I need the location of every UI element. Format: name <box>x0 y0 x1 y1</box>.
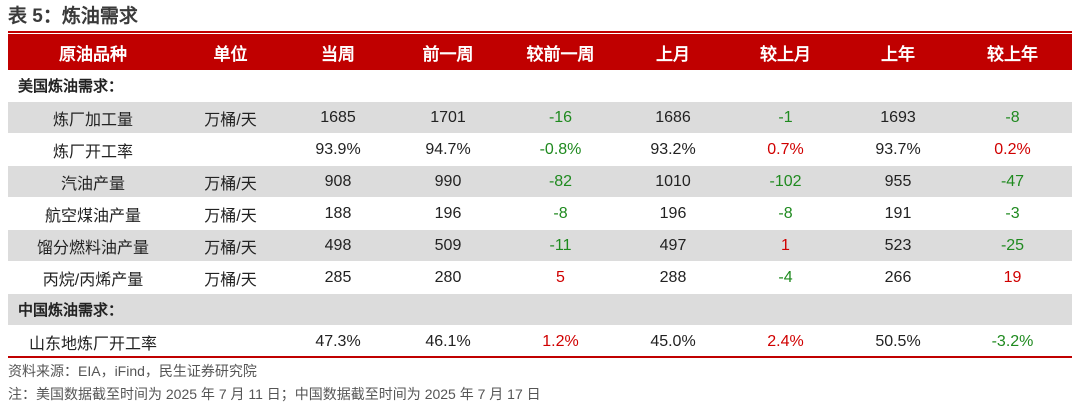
row-label: 炼厂加工量 <box>8 101 178 134</box>
table-cell: 0.2% <box>953 133 1072 166</box>
refining-demand-table: 原油品种 单位 当周 前一周 较前一周 上月 较上月 上年 较上年 美国炼油需求… <box>8 34 1072 358</box>
table-cell: 94.7% <box>393 133 503 166</box>
header-cell: 上月 <box>618 34 728 70</box>
table-cell: 46.1% <box>393 325 503 358</box>
title-rule <box>8 31 1072 33</box>
table-cell: -25 <box>953 229 1072 262</box>
source-note: 资料来源：EIA，iFind，民生证券研究院 <box>8 363 257 379</box>
table-cell: 47.3% <box>283 325 393 358</box>
section-row: 中国炼油需求： <box>8 293 1072 326</box>
table-row: 山东地炼厂开工率 47.3% 46.1% 1.2% 45.0% 2.4% 50.5% -3.2… <box>8 325 1072 358</box>
header-cell: 较上月 <box>728 34 843 70</box>
table-cell: 万桶/天 <box>178 229 283 262</box>
table-body: 美国炼油需求： 炼厂加工量 万桶/天 1685 1701 -16 1686 -1 1693 -8 炼… <box>8 70 1072 358</box>
table-cell: 1.2% <box>503 325 618 358</box>
section-label: 中国炼油需求： <box>8 293 1072 326</box>
header-cell: 上年 <box>843 34 953 70</box>
section-label: 美国炼油需求： <box>8 70 1072 102</box>
table-cell: -4 <box>728 261 843 294</box>
table-row: 丙烷/丙烯产量 万桶/天 285 280 5 288 -4 266 19 <box>8 261 1072 294</box>
table-cell: 955 <box>843 165 953 198</box>
table-cell: 万桶/天 <box>178 197 283 230</box>
table-cell: -11 <box>503 229 618 262</box>
table-cell: 498 <box>283 229 393 262</box>
table-cell: -1 <box>728 101 843 134</box>
table-cell: 19 <box>953 261 1072 294</box>
header-cell: 单位 <box>178 34 283 70</box>
table-cell: 1 <box>728 229 843 262</box>
table-cell: -102 <box>728 165 843 198</box>
table-cell: 908 <box>283 165 393 198</box>
table-row: 航空煤油产量 万桶/天 188 196 -8 196 -8 191 -3 <box>8 197 1072 230</box>
table-cell: 1686 <box>618 101 728 134</box>
row-label: 炼厂开工率 <box>8 133 178 166</box>
table-cell: -3.2% <box>953 325 1072 358</box>
header-cell: 前一周 <box>393 34 503 70</box>
table-cell: -8 <box>503 197 618 230</box>
table-row: 炼厂加工量 万桶/天 1685 1701 -16 1686 -1 1693 -8 <box>8 101 1072 134</box>
table-cell: -82 <box>503 165 618 198</box>
table-cell: 280 <box>393 261 503 294</box>
header-cell: 较上年 <box>953 34 1072 70</box>
table-cell: 93.2% <box>618 133 728 166</box>
header-cell: 当周 <box>283 34 393 70</box>
table-cell: 万桶/天 <box>178 261 283 294</box>
table-cell: 45.0% <box>618 325 728 358</box>
table-row: 炼厂开工率 93.9% 94.7% -0.8% 93.2% 0.7% 93.7% 0.2% <box>8 133 1072 166</box>
table-cell: 0.7% <box>728 133 843 166</box>
table-cell: 196 <box>393 197 503 230</box>
table-cell: 93.7% <box>843 133 953 166</box>
date-note: 注：美国数据截至时间为 2025 年 7 月 11 日；中国数据截至时间为 20… <box>8 386 541 402</box>
header-cell: 较前一周 <box>503 34 618 70</box>
table-cell: 1693 <box>843 101 953 134</box>
table-cell: -0.8% <box>503 133 618 166</box>
table-cell: 497 <box>618 229 728 262</box>
table-title: 表 5：炼油需求 <box>8 6 138 27</box>
table-cell <box>178 133 283 166</box>
section-row: 美国炼油需求： <box>8 70 1072 102</box>
table-cell: 万桶/天 <box>178 165 283 198</box>
table-cell: 5 <box>503 261 618 294</box>
row-label: 汽油产量 <box>8 165 178 198</box>
table-cell: 990 <box>393 165 503 198</box>
table-cell: -8 <box>953 101 1072 134</box>
table-cell: 2.4% <box>728 325 843 358</box>
table-cell: -8 <box>728 197 843 230</box>
table-row: 汽油产量 万桶/天 908 990 -82 1010 -102 955 -47 <box>8 165 1072 198</box>
bottom-rule <box>8 356 1072 358</box>
table-cell: 万桶/天 <box>178 101 283 134</box>
header-cell: 原油品种 <box>8 34 178 70</box>
table-cell: 266 <box>843 261 953 294</box>
row-label: 航空煤油产量 <box>8 197 178 230</box>
table-cell: 1701 <box>393 101 503 134</box>
table-cell: 191 <box>843 197 953 230</box>
row-label: 馏分燃料油产量 <box>8 229 178 262</box>
table-cell <box>178 325 283 358</box>
table-cell: 288 <box>618 261 728 294</box>
table-cell: 188 <box>283 197 393 230</box>
table-cell: 1685 <box>283 101 393 134</box>
table-cell: 196 <box>618 197 728 230</box>
row-label: 山东地炼厂开工率 <box>8 325 178 358</box>
row-label: 丙烷/丙烯产量 <box>8 261 178 294</box>
table-cell: 523 <box>843 229 953 262</box>
table-cell: -16 <box>503 101 618 134</box>
table-cell: 50.5% <box>843 325 953 358</box>
table-cell: 93.9% <box>283 133 393 166</box>
table-cell: -3 <box>953 197 1072 230</box>
table-cell: -47 <box>953 165 1072 198</box>
table-cell: 509 <box>393 229 503 262</box>
table-cell: 1010 <box>618 165 728 198</box>
table-row: 馏分燃料油产量 万桶/天 498 509 -11 497 1 523 -25 <box>8 229 1072 262</box>
table-cell: 285 <box>283 261 393 294</box>
header-row: 原油品种 单位 当周 前一周 较前一周 上月 较上月 上年 较上年 <box>8 34 1072 70</box>
